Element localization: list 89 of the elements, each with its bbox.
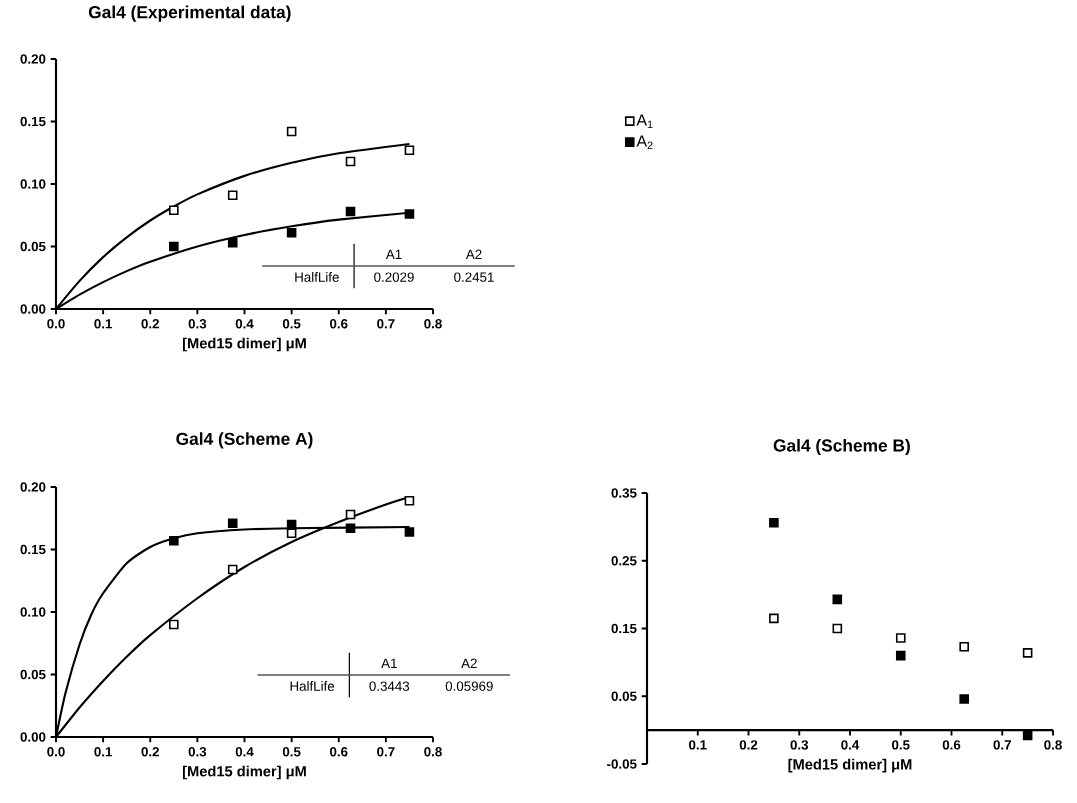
y-tick-label: 0.15 bbox=[20, 116, 46, 127]
y-tick-label: 0.25 bbox=[611, 556, 637, 566]
point bbox=[345, 156, 356, 167]
point bbox=[169, 205, 179, 216]
point bbox=[404, 209, 415, 219]
y-tick-label: 0.00 bbox=[20, 304, 46, 314]
point bbox=[345, 509, 356, 520]
x-tick-label: 0.6 bbox=[330, 747, 348, 757]
annotation: HalfLife bbox=[295, 272, 339, 282]
text: 0.2451 bbox=[454, 272, 494, 282]
point bbox=[1022, 730, 1033, 741]
x-tick-label: 0.4 bbox=[841, 740, 860, 750]
annotation: 0.3443 bbox=[369, 681, 410, 691]
x-tick-label: 0.7 bbox=[993, 740, 1011, 750]
x-tick-label: 0.0 bbox=[47, 319, 65, 329]
point bbox=[227, 190, 238, 201]
point bbox=[895, 633, 906, 643]
y-tick-label: 0.10 bbox=[20, 607, 46, 617]
x-tick-label: 0.4 bbox=[235, 319, 254, 329]
x-tick-label: 0.0 bbox=[47, 747, 65, 757]
chart-title: Gal4 (Experimental data) bbox=[88, 5, 291, 22]
point bbox=[832, 623, 843, 634]
point bbox=[769, 613, 779, 624]
x-tick-label: 0.1 bbox=[94, 747, 113, 757]
annotation: A1 bbox=[385, 249, 402, 259]
y-tick-label: 0.00 bbox=[20, 732, 46, 742]
x-tick-label: 0.7 bbox=[377, 319, 395, 329]
x-axis-title: [Med15 dimer] μM bbox=[182, 337, 306, 352]
point bbox=[227, 518, 238, 529]
text: A2 bbox=[461, 658, 477, 668]
point bbox=[404, 495, 415, 506]
x-tick-label: 0.8 bbox=[424, 319, 442, 329]
x-tick-label: 0.8 bbox=[424, 747, 442, 757]
x-tick-label: 0.2 bbox=[739, 740, 758, 750]
point bbox=[345, 206, 356, 217]
point bbox=[959, 641, 969, 652]
y-tick-label: 0.10 bbox=[20, 179, 46, 189]
point bbox=[169, 535, 179, 546]
y-tick-label: 0.05 bbox=[20, 241, 46, 252]
y-tick-label: 0.05 bbox=[20, 669, 46, 680]
annotation: HalfLife bbox=[290, 681, 335, 691]
point bbox=[895, 650, 906, 661]
y-tick-label: 0.15 bbox=[20, 544, 46, 555]
x-tick-label: 0.5 bbox=[282, 747, 301, 757]
chart-title: Gal4 (Scheme A) bbox=[176, 432, 313, 449]
y-tick-label: 0.20 bbox=[20, 54, 46, 64]
x-tick-label: 0.7 bbox=[377, 747, 395, 757]
x-tick-label: 0.2 bbox=[141, 319, 159, 329]
x-tick-label: 0.1 bbox=[94, 319, 113, 329]
x-axis-title: [Med15 dimer] μM bbox=[182, 765, 306, 780]
y-tick-label: -0.05 bbox=[607, 759, 637, 769]
point bbox=[832, 594, 843, 605]
x-axis-title: [Med15 dimer] μM bbox=[788, 758, 912, 773]
y-tick-label: 0.20 bbox=[20, 482, 46, 492]
x-tick-label: 0.8 bbox=[1044, 740, 1062, 750]
text: A2 bbox=[465, 249, 482, 259]
point bbox=[286, 528, 297, 539]
x-tick-label: 0.5 bbox=[892, 740, 910, 750]
legend-label: A$_{1}$ bbox=[636, 114, 653, 128]
text: 0.05969 bbox=[445, 681, 493, 691]
point bbox=[169, 619, 179, 630]
x-tick-label: 0.2 bbox=[141, 747, 159, 757]
legend-label: A$_{2}$ bbox=[636, 135, 653, 150]
annotation: 0.2029 bbox=[374, 272, 414, 282]
x-tick-label: 0.5 bbox=[282, 319, 301, 329]
y-tick-label: 0.35 bbox=[611, 488, 637, 498]
point bbox=[286, 519, 297, 530]
x-tick-label: 0.4 bbox=[235, 747, 254, 757]
point bbox=[345, 523, 356, 534]
x-tick-label: 0.1 bbox=[689, 740, 707, 750]
point bbox=[286, 126, 297, 137]
point bbox=[1022, 648, 1033, 658]
x-tick-label: 0.3 bbox=[188, 747, 207, 757]
point bbox=[227, 237, 238, 248]
point bbox=[169, 241, 179, 252]
x-tick-label: 0.3 bbox=[790, 740, 809, 750]
y-tick-label: 0.15 bbox=[611, 623, 637, 634]
point bbox=[404, 145, 415, 156]
x-tick-label: 0.6 bbox=[942, 740, 961, 750]
point bbox=[286, 227, 297, 238]
y-tick-label: 0.05 bbox=[611, 691, 637, 701]
x-tick-label: 0.3 bbox=[188, 319, 207, 329]
point bbox=[959, 694, 969, 704]
point bbox=[769, 518, 779, 528]
chart-title: Gal4 (Scheme B) bbox=[773, 438, 910, 456]
point bbox=[404, 527, 415, 537]
x-tick-label: 0.6 bbox=[330, 319, 348, 329]
annotation: A1 bbox=[381, 658, 397, 668]
point bbox=[227, 564, 238, 575]
